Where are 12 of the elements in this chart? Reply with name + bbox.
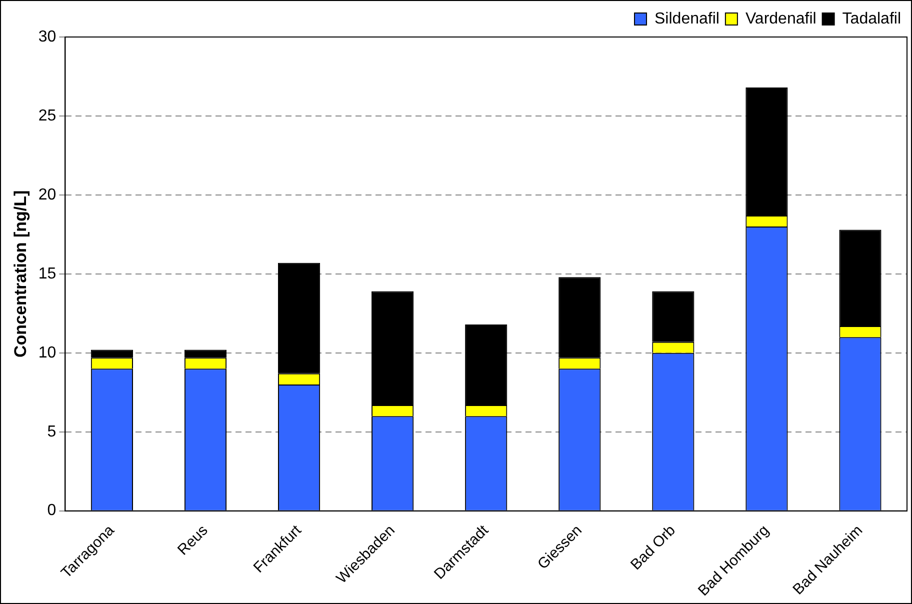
legend-label: Vardenafil	[745, 10, 816, 28]
y-tick-label: 30	[38, 28, 56, 46]
y-tick-label: 5	[47, 423, 56, 440]
x-tick-label: Bad Orb	[627, 522, 679, 574]
y-tick-label: 25	[38, 107, 56, 124]
y-tick-label: 0	[47, 502, 56, 520]
legend-label: Tadalafil	[842, 10, 901, 28]
y-tick-label: 20	[38, 186, 56, 204]
y-tick-label: 15	[38, 265, 56, 282]
legend-label: Sildenafil	[654, 10, 720, 28]
y-tick-label: 10	[38, 344, 56, 362]
y-axis-title: Concentration [ng/L]	[10, 190, 30, 358]
